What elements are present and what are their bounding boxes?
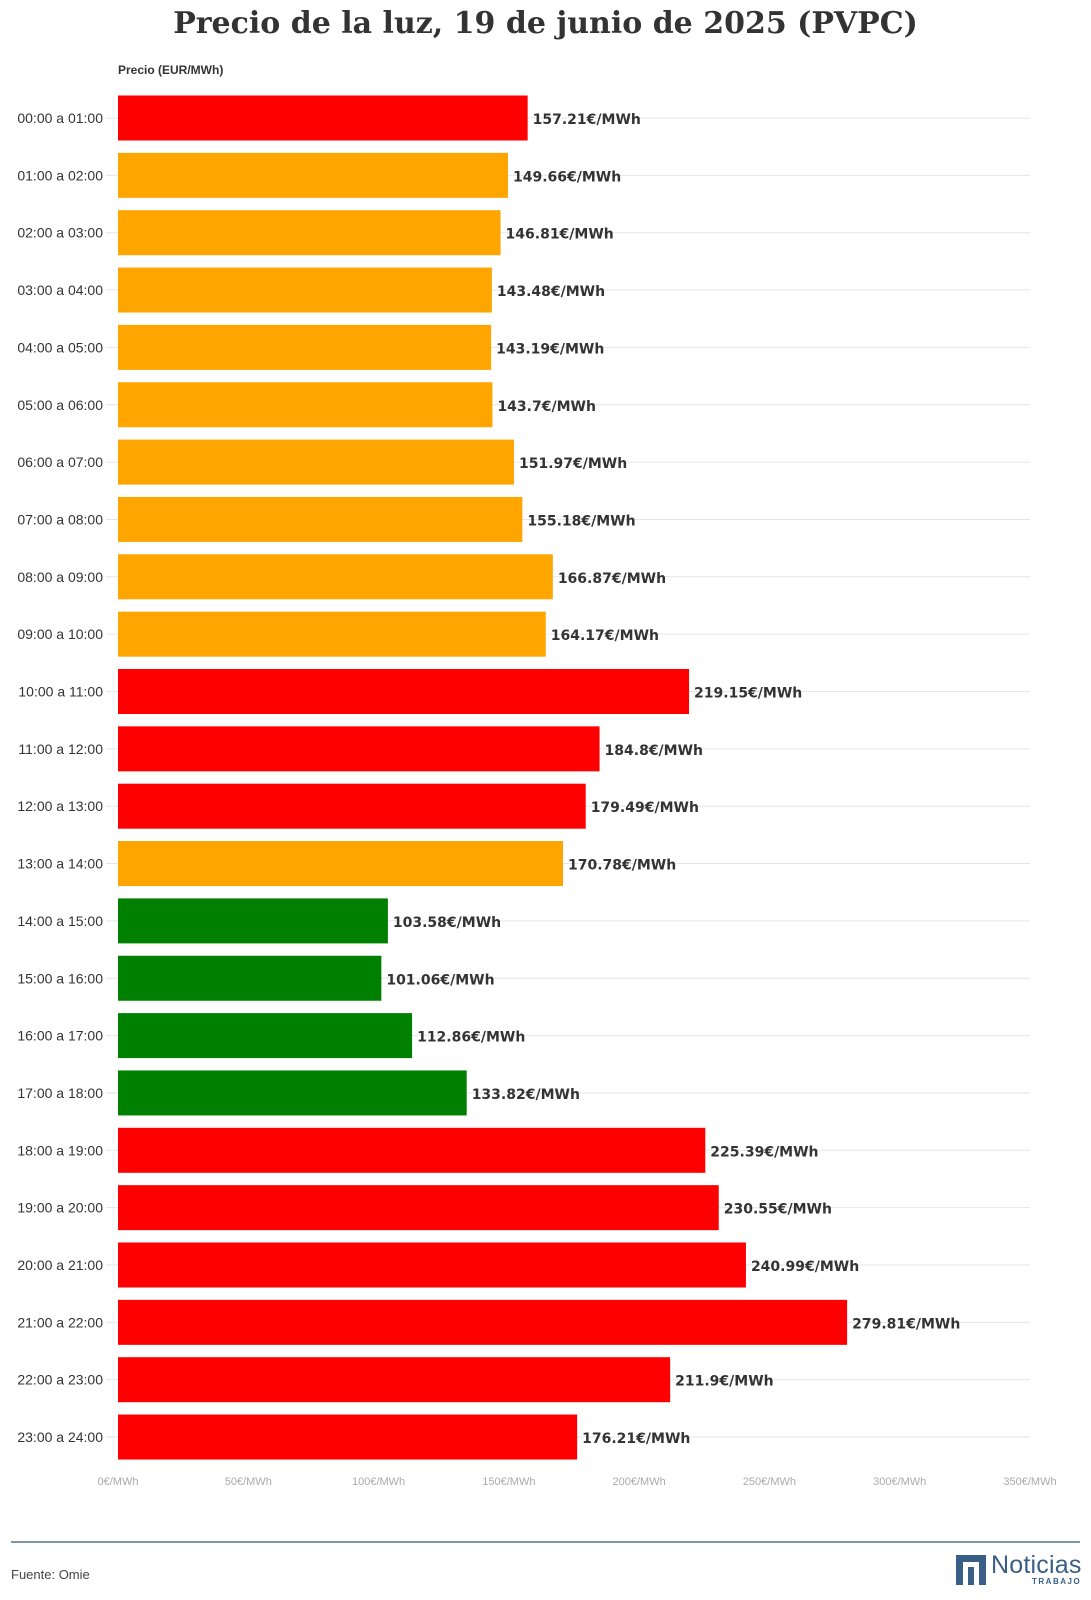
category-label: 22:00 a 23:00 — [17, 1372, 103, 1388]
data-label: 164.17€/MWh — [551, 628, 659, 644]
bar — [118, 267, 492, 313]
category-labels: 00:00 a 01:00 01:00 a 02:00 02:00 a 03:00 0… — [17, 110, 103, 1445]
bar — [118, 1127, 706, 1173]
bar — [118, 726, 600, 772]
logo-mark-icon — [956, 1555, 986, 1585]
x-tick-label: 50€/MWh — [225, 1476, 272, 1488]
bar — [118, 382, 493, 428]
data-label: 133.82€/MWh — [472, 1087, 580, 1103]
bar — [118, 783, 586, 829]
category-label: 04:00 a 05:00 — [17, 339, 103, 355]
x-tick-labels: 0€/MWh 50€/MWh 100€/MWh 150€/MWh 200€/MWh 250… — [98, 1476, 1057, 1488]
data-label: 184.8€/MWh — [605, 743, 703, 759]
category-label: 09:00 a 10:00 — [17, 626, 103, 642]
data-label: 103.58€/MWh — [393, 915, 501, 931]
data-label: 157.21€/MWh — [533, 112, 641, 128]
noticias-trabajo-logo[interactable]: Noticias TRABAJO — [956, 1551, 1084, 1591]
logo-subtitle: TRABAJO — [1032, 1577, 1082, 1586]
x-tick-label: 150€/MWh — [482, 1476, 535, 1488]
bar — [118, 554, 553, 600]
category-label: 12:00 a 13:00 — [17, 798, 103, 814]
category-label: 14:00 a 15:00 — [17, 913, 103, 929]
category-label: 19:00 a 20:00 — [17, 1200, 103, 1216]
category-label: 18:00 a 19:00 — [17, 1142, 103, 1158]
bar — [118, 1185, 719, 1231]
data-label: 230.55€/MWh — [724, 1202, 832, 1218]
bar — [118, 611, 546, 657]
bar — [118, 1070, 467, 1116]
logo-name: Noticias — [991, 1551, 1082, 1579]
bar — [118, 1242, 746, 1288]
bar — [118, 1357, 671, 1403]
bar — [118, 95, 528, 141]
category-label: 00:00 a 01:00 — [17, 110, 103, 126]
category-label: 17:00 a 18:00 — [17, 1085, 103, 1101]
x-tick-label: 300€/MWh — [873, 1476, 926, 1488]
data-label: 101.06€/MWh — [386, 972, 494, 988]
data-labels: 157.21€/MWh 149.66€/MWh 146.81€/MWh 143.48€… — [386, 112, 960, 1447]
bar — [118, 898, 388, 944]
category-label: 07:00 a 08:00 — [17, 511, 103, 527]
category-label: 16:00 a 17:00 — [17, 1028, 103, 1044]
bar — [118, 955, 382, 1001]
category-label: 15:00 a 16:00 — [17, 970, 103, 986]
bar — [118, 669, 690, 714]
data-label: 170.78€/MWh — [568, 858, 676, 874]
bar — [118, 841, 564, 887]
grid-lines — [106, 117, 1030, 1438]
data-label: 240.99€/MWh — [751, 1259, 859, 1275]
category-label: 08:00 a 09:00 — [17, 569, 103, 585]
category-label: 02:00 a 03:00 — [17, 225, 103, 241]
bar — [118, 210, 501, 256]
bars — [118, 95, 848, 1460]
data-label: 211.9€/MWh — [675, 1374, 773, 1390]
bar — [118, 324, 492, 370]
data-label: 151.97€/MWh — [519, 456, 627, 472]
source-note: Fuente: Omie — [11, 1567, 90, 1582]
bar — [118, 152, 508, 198]
bar — [118, 1013, 413, 1059]
x-tick-label: 100€/MWh — [352, 1476, 405, 1488]
category-label: 23:00 a 24:00 — [17, 1429, 103, 1445]
data-label: 112.86€/MWh — [417, 1030, 525, 1046]
y-axis-label: Precio (EUR/MWh) — [118, 63, 223, 77]
data-label: 143.7€/MWh — [497, 399, 595, 415]
bar — [118, 1299, 848, 1345]
category-label: 20:00 a 21:00 — [17, 1257, 103, 1273]
bar — [118, 1414, 578, 1460]
data-label: 155.18€/MWh — [527, 513, 635, 529]
x-tick-label: 250€/MWh — [743, 1476, 796, 1488]
category-label: 06:00 a 07:00 — [17, 454, 103, 470]
data-label: 279.81€/MWh — [852, 1316, 960, 1332]
data-label: 176.21€/MWh — [582, 1431, 690, 1447]
x-tick-label: 0€/MWh — [98, 1476, 139, 1488]
category-label: 21:00 a 22:00 — [17, 1314, 103, 1330]
category-label: 05:00 a 06:00 — [17, 397, 103, 413]
chart-title: Precio de la luz, 19 de junio de 2025 (P… — [173, 6, 918, 41]
category-label: 10:00 a 11:00 — [18, 684, 103, 700]
data-label: 143.19€/MWh — [496, 341, 604, 357]
category-label: 01:00 a 02:00 — [17, 167, 103, 183]
data-label: 179.49€/MWh — [591, 800, 699, 816]
category-label: 03:00 a 04:00 — [17, 282, 103, 298]
category-label: 11:00 a 12:00 — [18, 741, 103, 757]
bar-chart: Precio (EUR/MWh) 157.21€/MWh149.66€/MWh1… — [17, 63, 1057, 1488]
category-label: 13:00 a 14:00 — [17, 856, 103, 872]
x-tick-label: 350€/MWh — [1003, 1476, 1056, 1488]
footer-divider — [11, 1541, 1080, 1543]
data-label: 219.15€/MWh — [694, 686, 802, 702]
bar — [118, 496, 523, 542]
x-tick-label: 200€/MWh — [613, 1476, 666, 1488]
data-label: 143.48€/MWh — [497, 284, 605, 300]
data-label: 225.39€/MWh — [710, 1144, 818, 1160]
bar — [118, 439, 514, 485]
data-label: 146.81€/MWh — [506, 227, 614, 243]
data-label: 149.66€/MWh — [513, 169, 621, 185]
data-label: 166.87€/MWh — [558, 571, 666, 587]
